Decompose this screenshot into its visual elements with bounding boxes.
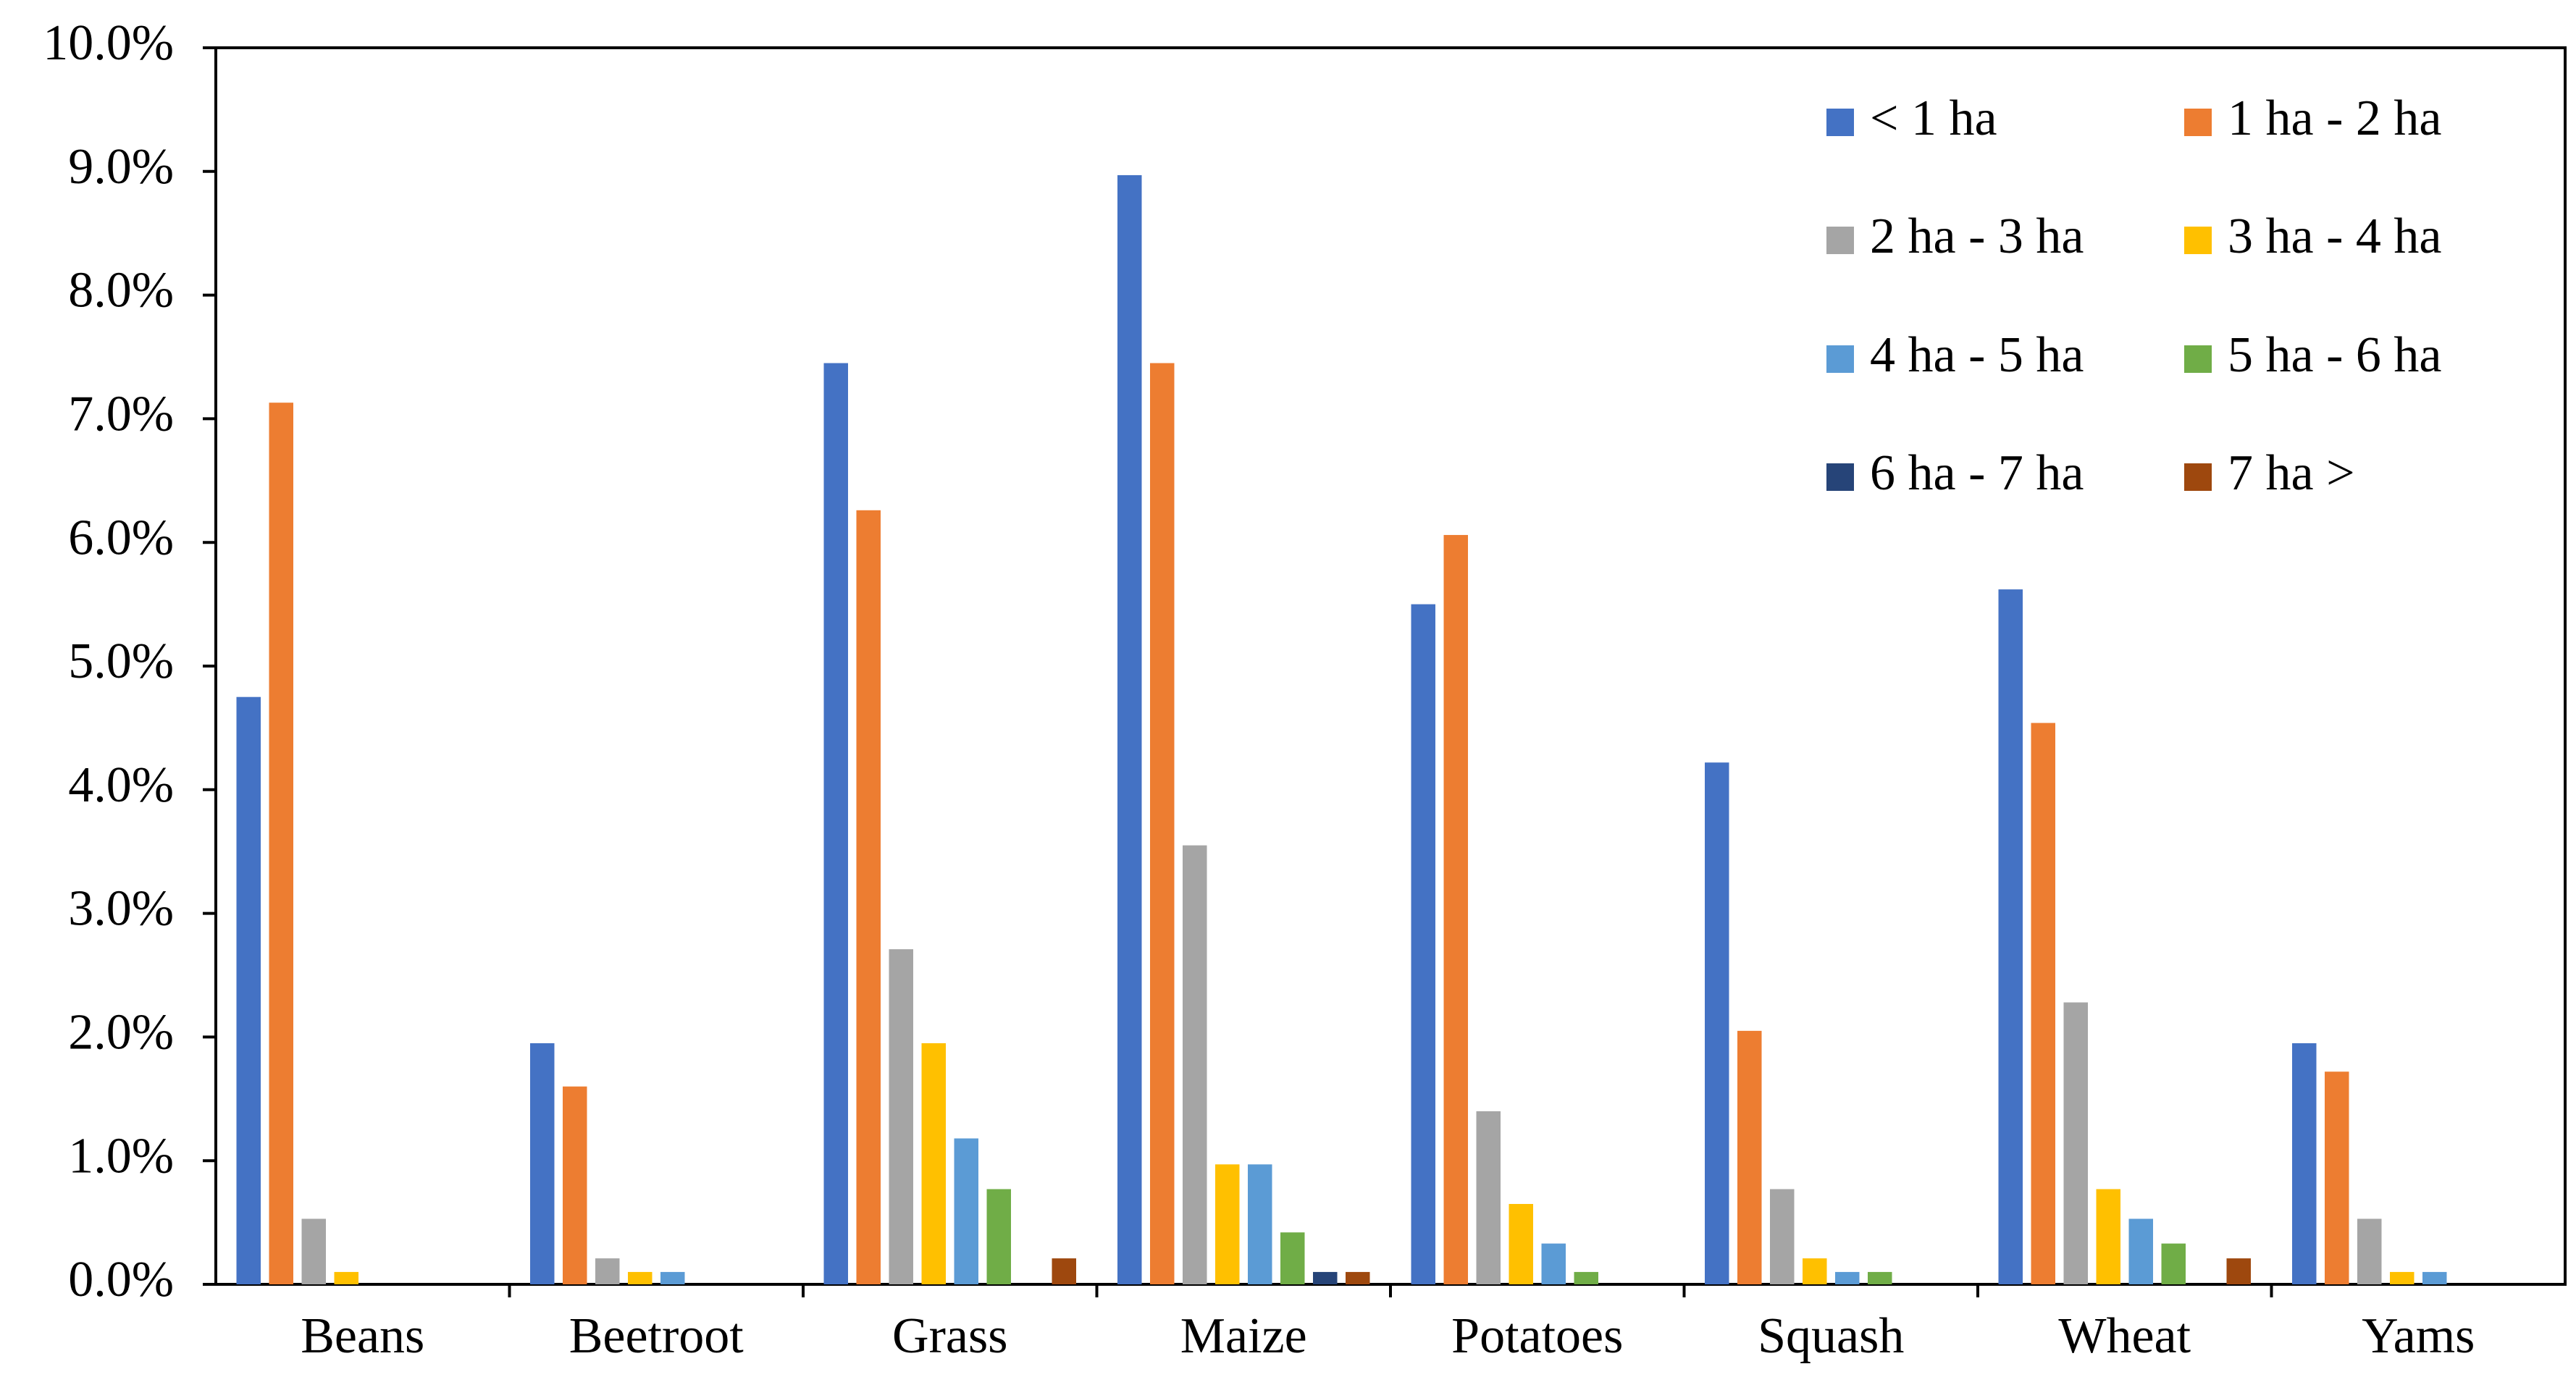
bar-potatoes-series-1 (1411, 604, 1435, 1284)
x-category-label: Maize (1180, 1308, 1307, 1364)
bar-squash-series-6 (1868, 1271, 1892, 1284)
bar-beans-series-3 (301, 1218, 326, 1284)
bar-maize-series-3 (1183, 845, 1207, 1284)
legend-swatch (1826, 227, 1854, 254)
bar-beetroot-series-1 (530, 1043, 555, 1284)
bar-grass-series-3 (889, 949, 913, 1284)
x-category-label: Beans (301, 1308, 424, 1364)
bar-grass-series-5 (954, 1138, 978, 1284)
x-category-label: Squash (1758, 1308, 1904, 1364)
legend-swatch (2184, 109, 2212, 136)
bar-yams-series-1 (2292, 1043, 2317, 1284)
bar-yams-series-4 (2390, 1271, 2415, 1284)
y-tick-label: 9.0% (68, 139, 174, 195)
x-category-label: Yams (2362, 1308, 2475, 1364)
x-category-label: Grass (892, 1308, 1007, 1364)
bar-wheat-series-6 (2161, 1243, 2186, 1284)
legend: < 1 ha 1 ha - 2 ha 2 ha - 3 ha 3 ha - 4 ha 4… (1826, 90, 2441, 501)
bar-maize-series-4 (1215, 1164, 1240, 1284)
legend-label: 2 ha - 3 ha (1870, 209, 2084, 264)
y-tick-label: 3.0% (68, 881, 174, 937)
bar-beetroot-series-5 (660, 1271, 685, 1284)
bars (236, 174, 2447, 1285)
legend-label: 3 ha - 4 ha (2228, 209, 2441, 264)
bar-squash-series-4 (1803, 1258, 1827, 1284)
bar-grass-series-4 (921, 1043, 946, 1284)
bar-squash-series-2 (1737, 1030, 1762, 1284)
bar-squash-series-1 (1705, 762, 1729, 1284)
bar-grass-series-6 (986, 1189, 1011, 1284)
legend-label: 6 ha - 7 ha (1870, 445, 2084, 501)
bar-maize-series-7 (1313, 1271, 1338, 1284)
bar-grass-series-1 (823, 363, 848, 1284)
bar-yams-series-5 (2422, 1271, 2447, 1284)
legend-label: 1 ha - 2 ha (2228, 90, 2441, 146)
bar-potatoes-series-4 (1509, 1203, 1533, 1284)
bar-potatoes-series-3 (1476, 1111, 1501, 1284)
y-tick-label: 1.0% (68, 1128, 174, 1184)
x-category-label: Beetroot (569, 1308, 744, 1364)
bar-squash-series-5 (1835, 1271, 1860, 1284)
x-category-label: Wheat (2058, 1308, 2191, 1364)
bar-potatoes-series-6 (1574, 1271, 1598, 1284)
y-tick-label: 7.0% (68, 386, 174, 442)
bar-potatoes-series-2 (1443, 534, 1468, 1284)
bar-maize-series-6 (1280, 1232, 1305, 1284)
bar-potatoes-series-5 (1541, 1243, 1566, 1284)
x-category-label: Potatoes (1451, 1308, 1623, 1364)
bar-wheat-series-8 (2226, 1258, 2251, 1284)
bar-wheat-series-1 (1998, 589, 2023, 1284)
legend-label: < 1 ha (1870, 90, 1997, 146)
legend-swatch (1826, 109, 1854, 136)
legend-label: 5 ha - 6 ha (2228, 327, 2441, 383)
bar-grass-series-8 (1052, 1258, 1076, 1284)
legend-swatch (1826, 463, 1854, 491)
bar-wheat-series-2 (2031, 723, 2055, 1284)
bar-wheat-series-3 (2063, 1002, 2088, 1284)
bar-beetroot-series-3 (595, 1258, 620, 1284)
y-axis-ticks: 0.0% 1.0% 2.0% 3.0% 4.0% 5.0% 6.0% 7.0% 8.0% 9.0%… (43, 15, 216, 1308)
legend-label: 7 ha > (2228, 445, 2355, 501)
bar-maize-series-1 (1117, 174, 1142, 1285)
bar-maize-series-2 (1150, 363, 1175, 1284)
y-tick-label: 8.0% (68, 263, 174, 319)
bar-maize-series-8 (1346, 1271, 1370, 1284)
bar-beetroot-series-2 (563, 1086, 587, 1284)
legend-swatch (2184, 227, 2212, 254)
bar-wheat-series-4 (2096, 1189, 2120, 1284)
y-tick-label: 0.0% (68, 1252, 174, 1308)
bar-grass-series-2 (856, 510, 881, 1284)
bar-wheat-series-5 (2128, 1218, 2153, 1284)
bar-maize-series-5 (1248, 1164, 1272, 1284)
y-tick-label: 4.0% (68, 757, 174, 813)
y-tick-label: 6.0% (68, 510, 174, 565)
bar-beans-series-1 (236, 696, 261, 1284)
legend-label: 4 ha - 5 ha (1870, 327, 2084, 383)
legend-swatch (2184, 463, 2212, 491)
y-tick-label: 10.0% (43, 15, 174, 71)
y-tick-label: 2.0% (68, 1004, 174, 1060)
bar-yams-series-3 (2357, 1218, 2382, 1284)
bar-beans-series-4 (334, 1271, 358, 1284)
y-tick-label: 5.0% (68, 633, 174, 689)
bar-yams-series-2 (2325, 1071, 2349, 1284)
legend-swatch (2184, 345, 2212, 373)
bar-squash-series-3 (1770, 1189, 1795, 1284)
legend-swatch (1826, 345, 1854, 373)
x-axis-labels: Beans Beetroot Grass Maize Potatoes Squash Whe… (301, 1308, 2475, 1364)
bar-beetroot-series-4 (628, 1271, 653, 1284)
bar-beans-series-2 (269, 403, 293, 1284)
